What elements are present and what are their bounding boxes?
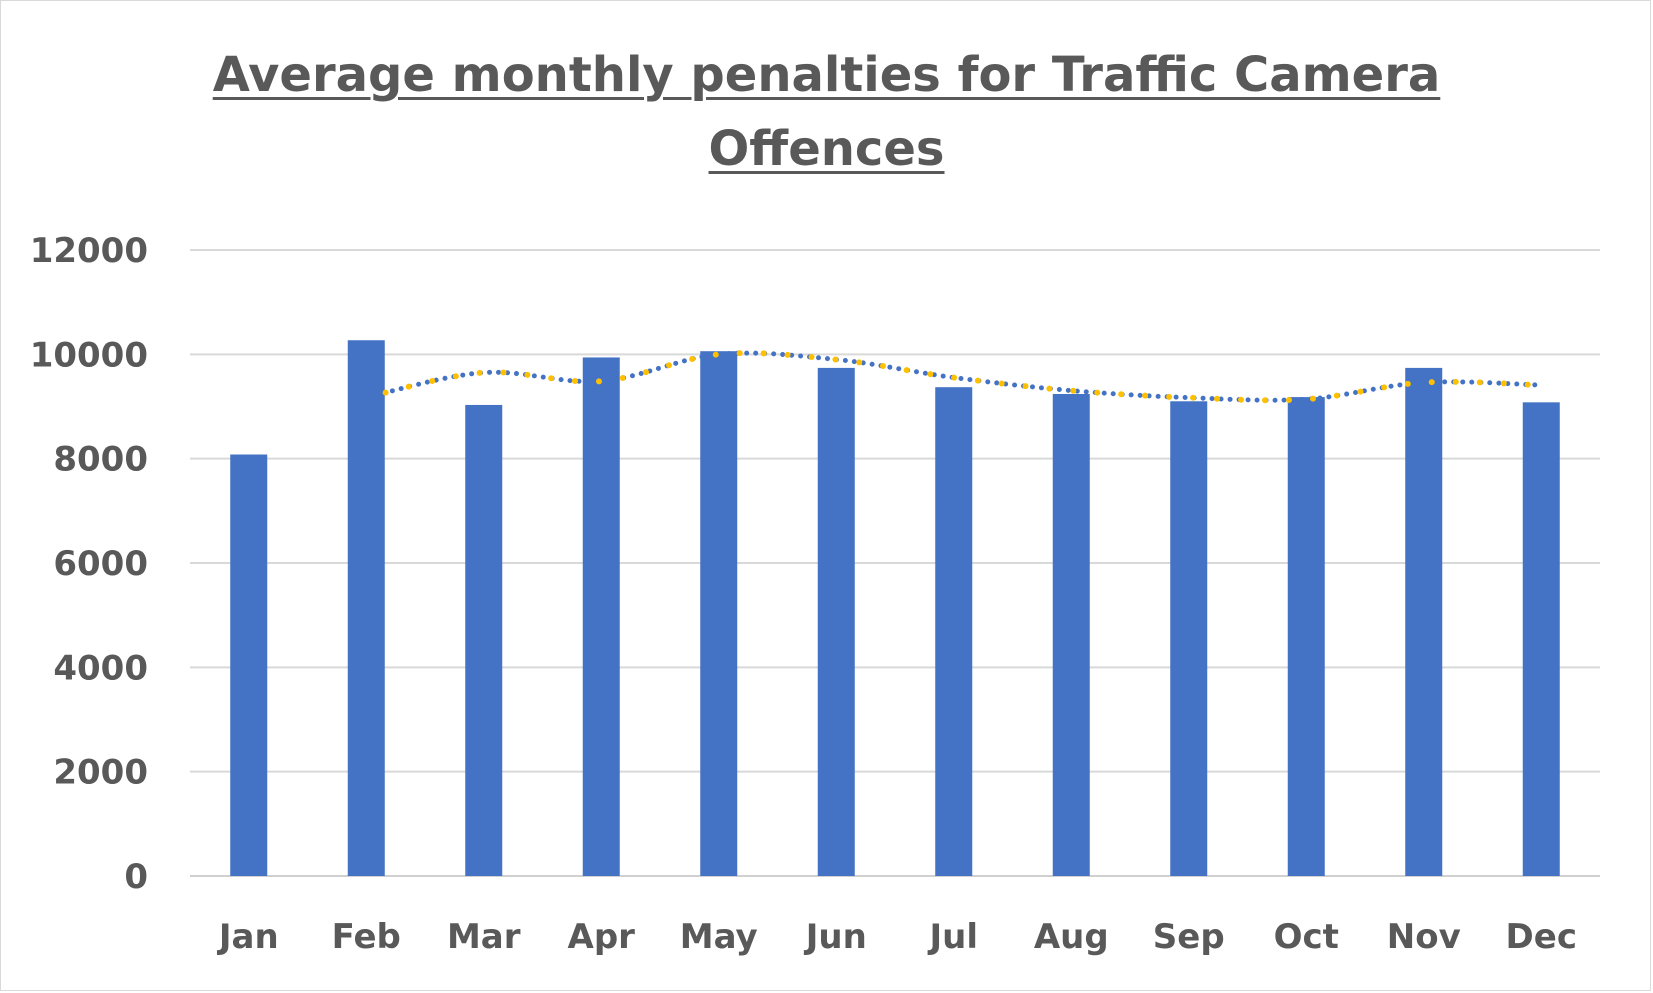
x-tick-label: Jan (217, 917, 279, 957)
bar (1170, 401, 1208, 876)
chart-title: Average monthly penalties for Traffic Ca… (0, 38, 1653, 186)
bar (1287, 397, 1325, 876)
y-tick-label: 0 (124, 857, 148, 897)
chart-title-line-2: Offences (708, 121, 945, 177)
bar (935, 387, 973, 876)
bar (1405, 367, 1443, 876)
x-tick-label: Dec (1506, 917, 1577, 957)
x-tick-label: Oct (1274, 917, 1339, 957)
bar (465, 404, 503, 876)
y-tick-label: 6000 (53, 544, 148, 584)
x-tick-label: Jun (804, 917, 867, 957)
x-tick-label: Mar (447, 917, 521, 957)
bar (582, 357, 620, 876)
bar (700, 351, 738, 876)
y-axis-ticks: 0 2000 4000 6000 8000 10000 12000 (30, 231, 148, 897)
trendlines (363, 350, 1545, 404)
x-tick-label: Sep (1153, 917, 1225, 957)
bar (1052, 393, 1090, 876)
bar (347, 340, 385, 877)
bar (230, 454, 268, 876)
x-axis-ticks: Jan Feb Mar Apr May Jun Jul Aug Sep Oct Nov Dec (217, 917, 1577, 957)
y-tick-label: 8000 (53, 440, 148, 480)
x-tick-label: May (680, 917, 758, 957)
y-tick-label: 12000 (30, 231, 148, 271)
y-tick-label: 10000 (30, 335, 148, 375)
x-tick-label: Aug (1034, 917, 1109, 957)
y-tick-label: 2000 (53, 753, 148, 793)
x-tick-label: Jul (927, 917, 978, 957)
moving-average-line-gold (363, 350, 1545, 404)
y-tick-label: 4000 (53, 648, 148, 688)
bar (817, 367, 855, 876)
x-tick-label: Feb (332, 917, 401, 957)
bar (1522, 402, 1560, 876)
gridlines (190, 249, 1600, 877)
x-tick-label: Nov (1387, 917, 1461, 957)
chart-title-line-1: Average monthly penalties for Traffic Ca… (212, 47, 1441, 103)
x-tick-label: Apr (568, 917, 636, 957)
bars (230, 340, 1560, 877)
